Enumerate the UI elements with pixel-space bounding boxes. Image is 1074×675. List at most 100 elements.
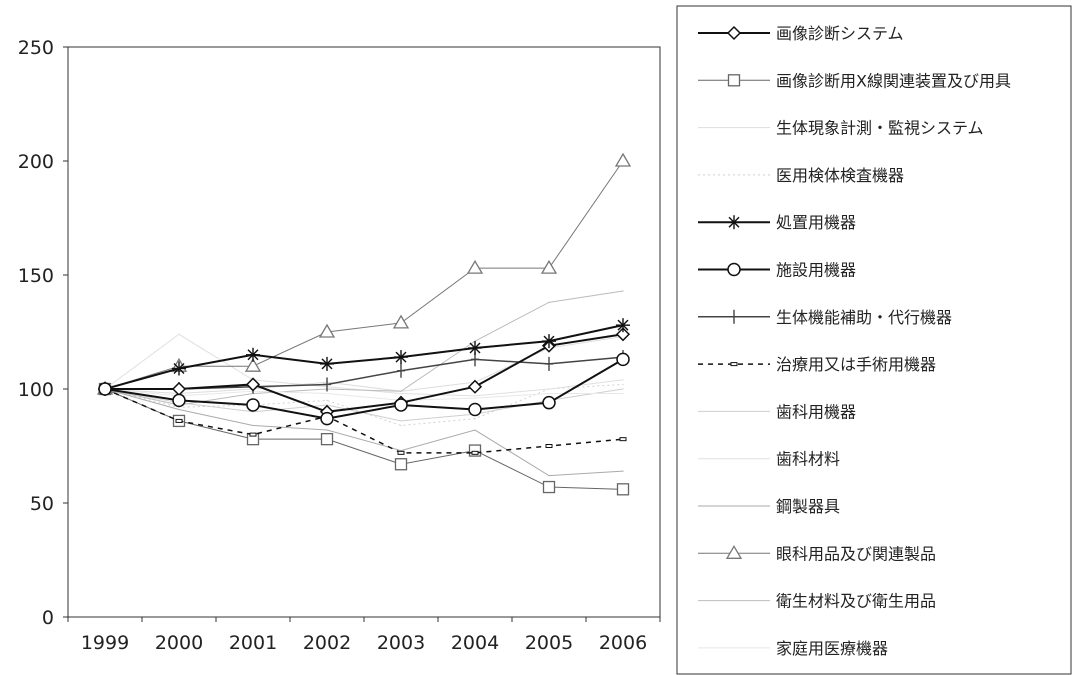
data-point xyxy=(542,480,556,494)
legend-label: 処置用機器 xyxy=(776,213,856,232)
data-point xyxy=(394,350,408,365)
data-point xyxy=(468,444,482,457)
data-point xyxy=(400,424,402,427)
data-point xyxy=(323,377,331,392)
y-axis: 0 50 100 150 200 250 xyxy=(18,37,68,629)
series-lines xyxy=(96,152,632,496)
data-point xyxy=(397,450,405,455)
y-tick-label: 150 xyxy=(18,265,54,287)
data-point xyxy=(249,432,257,437)
legend-item: 眼科用品及び関連製品 xyxy=(698,544,936,563)
legend-item: 生体機能補助・代行機器 xyxy=(698,308,952,327)
series-line xyxy=(104,388,624,477)
legend-item: 家庭用医療機器 xyxy=(698,639,888,658)
data-point xyxy=(98,382,112,396)
data-point xyxy=(468,402,482,417)
series-line xyxy=(104,388,624,422)
y-tick-label: 250 xyxy=(18,37,54,59)
series-line xyxy=(104,358,624,420)
data-point xyxy=(619,437,627,442)
data-point xyxy=(394,398,408,412)
legend-label: 歯科材料 xyxy=(776,450,840,469)
data-point xyxy=(474,397,476,399)
y-tick-label: 0 xyxy=(42,607,54,629)
data-point xyxy=(622,470,624,472)
data-point xyxy=(474,429,476,431)
series-line xyxy=(104,388,624,454)
data-point xyxy=(466,259,484,274)
legend-item: 画像診断システム xyxy=(698,24,904,43)
data-point xyxy=(540,259,558,274)
x-tick-label: 1999 xyxy=(81,632,129,654)
data-point xyxy=(616,318,630,333)
data-point xyxy=(252,424,254,427)
x-tick-label: 2002 xyxy=(303,632,351,654)
data-point xyxy=(400,392,402,395)
legend-item: 画像診断用X線関連装置及び用具 xyxy=(698,71,1011,90)
data-point xyxy=(622,379,624,381)
data-point xyxy=(471,450,479,455)
legend-label: 医用検体検査機器 xyxy=(776,166,904,185)
series-line xyxy=(105,333,624,413)
legend-label: 歯科用機器 xyxy=(776,402,856,421)
data-point xyxy=(178,408,180,411)
data-point xyxy=(622,388,624,390)
legend-marker xyxy=(726,25,742,41)
data-point xyxy=(622,383,624,386)
legend-marker xyxy=(727,262,741,277)
legend-label: 画像診断システム xyxy=(776,24,904,43)
series-line xyxy=(104,324,624,390)
data-point xyxy=(392,314,410,329)
data-point xyxy=(474,418,476,420)
data-point xyxy=(400,390,402,392)
data-point xyxy=(178,333,180,335)
legend-item: 施設用機器 xyxy=(698,261,856,280)
x-tick-label: 2001 xyxy=(229,632,277,654)
legend-item: 治療用又は手術用機器 xyxy=(698,355,936,374)
legend: 画像診断システム画像診断用X線関連装置及び用具生体現象計測・監視システム医用検体… xyxy=(698,24,1011,658)
series-line xyxy=(104,290,624,406)
data-point xyxy=(326,392,328,395)
data-point xyxy=(320,433,334,446)
legend-item: 鋼製器具 xyxy=(698,497,840,516)
data-point xyxy=(474,395,476,397)
data-point xyxy=(548,392,550,395)
legend-marker xyxy=(730,309,738,324)
legend-label: 施設用機器 xyxy=(776,261,856,280)
data-point xyxy=(542,395,556,410)
data-point xyxy=(548,301,550,303)
legend-label: 生体機能補助・代行機器 xyxy=(776,308,952,327)
data-point xyxy=(320,356,334,371)
data-point xyxy=(545,444,553,448)
data-point xyxy=(246,398,260,412)
legend-label: 家庭用医療機器 xyxy=(776,639,888,658)
legend-label: 衛生材料及び衛生用品 xyxy=(776,592,936,611)
data-point xyxy=(244,357,262,372)
y-tick-label: 200 xyxy=(18,151,54,173)
x-axis: 1999 2000 2001 2002 2003 2004 2005 2006 xyxy=(67,617,661,654)
data-point xyxy=(622,392,624,395)
x-tick-label: 2000 xyxy=(155,632,203,654)
data-point xyxy=(318,323,336,338)
data-point xyxy=(467,379,483,394)
legend-label: 眼科用品及び関連製品 xyxy=(776,544,936,563)
legend-item: 歯科用機器 xyxy=(698,402,856,421)
data-point xyxy=(548,388,550,390)
legend-label: 治療用又は手術用機器 xyxy=(776,355,936,374)
data-point xyxy=(615,327,631,342)
legend-item: 衛生材料及び衛生用品 xyxy=(698,592,936,611)
x-tick-label: 2006 xyxy=(599,632,647,654)
legend-label: 生体現象計測・監視システム xyxy=(776,119,984,138)
data-point xyxy=(326,399,328,401)
y-tick-label: 100 xyxy=(18,379,54,401)
data-point xyxy=(545,356,553,371)
legend-item: 処置用機器 xyxy=(698,213,856,232)
x-tick-label: 2004 xyxy=(451,632,499,654)
data-point xyxy=(394,458,408,471)
series-5 xyxy=(98,352,630,426)
data-point xyxy=(397,363,405,378)
data-point xyxy=(616,352,630,367)
legend-marker xyxy=(727,74,741,87)
data-point xyxy=(616,483,630,496)
